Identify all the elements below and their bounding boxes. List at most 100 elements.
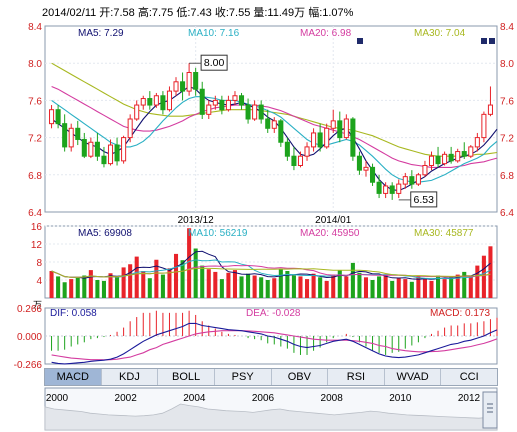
- volume-bar: [82, 275, 87, 298]
- candle-body: [258, 104, 264, 120]
- candle-body: [363, 166, 369, 171]
- volume-bar: [101, 280, 106, 298]
- volume-bar: [304, 279, 310, 298]
- volume-ma-legend-item: MA5: 69908: [78, 228, 132, 239]
- tab-macd[interactable]: MACD: [45, 369, 102, 385]
- candle-body: [252, 104, 258, 120]
- tab-kdj[interactable]: KDJ: [102, 369, 159, 385]
- overview-x-tick-label: 2000: [46, 393, 69, 404]
- macd-dif-label: DIF: 0.058: [50, 308, 97, 319]
- candle-body: [324, 127, 330, 148]
- candle-body: [422, 165, 428, 176]
- volume-bar: [396, 278, 401, 298]
- candle-body: [304, 146, 310, 157]
- candle-body: [206, 104, 212, 115]
- volume-bar: [246, 273, 251, 298]
- volume-bar: [134, 256, 139, 298]
- candle-body: [232, 95, 238, 101]
- tab-obv[interactable]: OBV: [272, 369, 329, 385]
- price-annotation-box: [200, 54, 228, 71]
- volume-bar: [318, 277, 323, 298]
- candle-body: [337, 120, 343, 139]
- tab-psy[interactable]: PSY: [215, 369, 272, 385]
- overview-area: [44, 403, 498, 431]
- volume-bar: [337, 270, 342, 298]
- price-y-tick-label-left: 8.4: [28, 22, 42, 33]
- price-annotation-label: 8.00: [204, 57, 225, 69]
- candle-body: [428, 155, 435, 166]
- volume-bar: [226, 272, 231, 298]
- volume-bar: [219, 279, 224, 298]
- candle-body: [134, 104, 140, 120]
- candle-body: [245, 104, 251, 120]
- tab-cci[interactable]: CCI: [459, 371, 479, 383]
- candle-body: [455, 151, 461, 162]
- candle-body: [487, 104, 493, 115]
- volume-bar: [232, 270, 238, 298]
- volume-bar: [488, 246, 493, 298]
- volume-bar: [108, 273, 113, 298]
- volume-bar: [128, 264, 133, 298]
- volume-bar: [390, 280, 395, 298]
- price-y-tick-label-left: 7.2: [28, 134, 42, 145]
- candle-body: [396, 183, 402, 194]
- volume-bar: [311, 273, 316, 298]
- candle-body: [343, 118, 349, 139]
- candle-body: [193, 72, 199, 90]
- quote-summary: 2014/02/11 开:7.58 高:7.75 低:7.43 收:7.55 量…: [42, 7, 354, 19]
- volume-unit-label: 万: [33, 300, 42, 310]
- price-y-tick-label-right: 8.0: [500, 59, 514, 70]
- volume-bar: [239, 276, 244, 298]
- volume-bar: [160, 274, 165, 298]
- volume-bar: [115, 277, 120, 298]
- tab-rsi[interactable]: RSI: [328, 369, 385, 385]
- volume-bar: [154, 259, 159, 298]
- volume-bar: [75, 277, 80, 298]
- candle-body: [389, 185, 395, 194]
- candle-body: [55, 109, 61, 125]
- candle-body: [265, 118, 271, 129]
- volume-bar: [363, 277, 369, 298]
- volume-bar: [265, 280, 270, 298]
- candle-body: [173, 81, 179, 92]
- volume-bar: [167, 268, 172, 298]
- ma30-line: [51, 62, 498, 157]
- tab-wvad[interactable]: WVAD: [385, 369, 442, 385]
- price-y-tick-label-right: 7.2: [500, 134, 514, 145]
- volume-y-tick-label: 16: [31, 222, 43, 233]
- candle-body: [311, 132, 317, 148]
- overview-x-tick-label: 2004: [183, 393, 206, 404]
- macd-y-tick-label: -0.266: [14, 360, 43, 371]
- volume-bar: [259, 277, 264, 298]
- tab-boll[interactable]: BOLL: [158, 369, 215, 385]
- candle-body: [127, 118, 133, 139]
- overview-range-handle[interactable]: [482, 391, 498, 429]
- volume-ma-legend-item: MA30: 45877: [414, 228, 474, 239]
- dif-line: [51, 322, 498, 365]
- macd-y-tick-label: 0.266: [17, 304, 42, 315]
- volume-bar: [357, 272, 362, 298]
- volume-bar: [95, 280, 100, 298]
- volume-bar: [429, 280, 434, 298]
- volume-ma-legend-item: MA20: 45950: [300, 228, 360, 239]
- volume-bar: [475, 265, 480, 298]
- volume-bar: [147, 278, 152, 298]
- dea-line: [51, 330, 498, 361]
- candle-body: [94, 141, 100, 157]
- volume-bar: [377, 276, 382, 298]
- candle-body: [481, 113, 487, 139]
- price-annotation-label: 6.53: [414, 194, 435, 206]
- price-x-tick-label: 2013/12: [178, 215, 215, 226]
- candle-body: [356, 155, 362, 171]
- candle-body: [271, 120, 277, 129]
- volume-bar: [252, 275, 257, 298]
- volume-bar: [187, 228, 192, 298]
- candle-body: [160, 95, 166, 111]
- candle-body: [88, 141, 94, 157]
- overview-x-tick-label: 2002: [115, 393, 138, 404]
- volume-bar: [455, 274, 460, 298]
- volume-bar: [141, 271, 146, 298]
- volume-bar: [180, 260, 185, 298]
